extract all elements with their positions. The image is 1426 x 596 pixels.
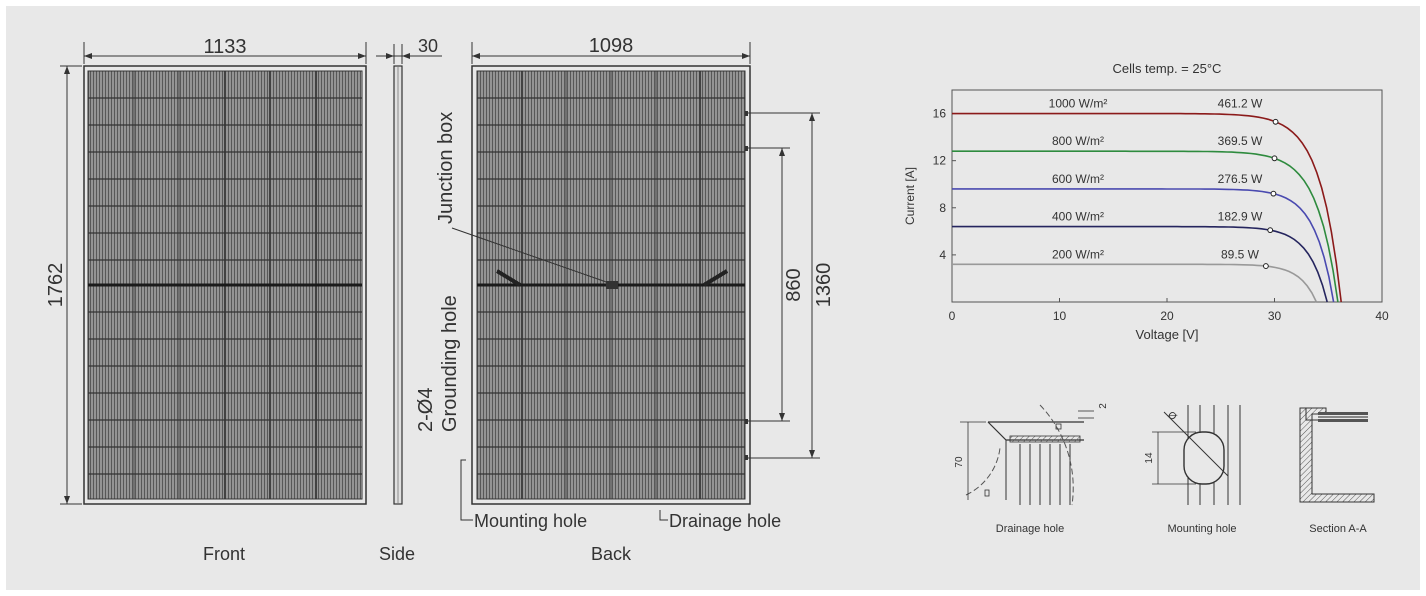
mpp-point [1270,190,1277,197]
series-line [952,112,1342,303]
mounting-slot [1183,431,1225,485]
series-line [952,263,1318,303]
y-axis-label: Current [A] [903,167,917,225]
series-power-label: 369.5 W [1218,134,1263,148]
y-tick-label: 16 [933,107,947,121]
mpp-point [1272,118,1279,125]
mounting-detail: 14 Ø Mounting hole [1144,405,1241,535]
mpp-point [1267,227,1274,234]
drainage-small-dim: 2 [1098,403,1109,409]
chart-series: 1000 W/m² 461.2 W 800 W/m² 369.5 W 600 W/m² 2… [952,97,1342,303]
series-name-label: 200 W/m² [1052,247,1104,261]
cable-right [702,269,729,287]
mounting-hole-label: Mounting hole [474,511,587,531]
drainage-height-dim: 70 [954,456,965,468]
iv-chart: Cells temp. = 25°C Current [A] Voltage [… [903,61,1389,342]
series-line [952,188,1335,303]
x-tick-label: 20 [1160,309,1174,323]
mounting-dia-dim: Ø [1165,410,1178,423]
front-view: 1133 1762 Front [45,36,367,564]
drainage-hole-label: Drainage hole [669,511,781,531]
series-name-label: 400 W/m² [1052,210,1104,224]
mounting-caption: Mounting hole [1167,523,1236,535]
front-width-dim: 1133 [203,36,246,58]
frame-section [1299,407,1375,503]
x-tick-label: 10 [1053,309,1067,323]
section-caption: Section A-A [1309,523,1367,535]
junction-leader [451,227,613,285]
series-power-label: 276.5 W [1218,172,1263,186]
x-tick-label: 40 [1375,309,1389,323]
mpp-point [1263,263,1269,269]
grounding-hole-count: 2-Ø4 [415,388,437,432]
chart-ticks: 0 10 20 30 40 4 8 12 16 [933,107,1389,323]
x-axis-label: Voltage [V] [1136,327,1199,342]
front-frame [83,65,367,505]
series-power-label: 89.5 W [1221,247,1260,261]
inner-dim: 860 [783,268,805,301]
y-tick-label: 12 [933,154,947,168]
side-view: 30 Side [376,36,442,564]
front-height-dim: 1762 [45,263,67,308]
x-tick-label: 30 [1268,309,1282,323]
series-power-label: 461.2 W [1218,97,1263,111]
mounting-height-dim: 14 [1144,452,1155,464]
series-name-label: 800 W/m² [1052,134,1104,148]
series-line [952,225,1328,303]
series-name-label: 1000 W/m² [1049,97,1108,111]
outer-dim: 1360 [813,263,835,308]
front-caption: Front [203,544,245,564]
drainage-detail: 70 2 Drainage hole [954,403,1109,535]
mounting-leader [460,459,473,521]
x-tick-label: 0 [949,309,956,323]
mpp-point [1271,155,1278,162]
chart-title: Cells temp. = 25°C [1113,61,1222,76]
grounding-hole-label: Grounding hole [439,295,461,432]
back-width-dim: 1098 [589,35,634,57]
back-view: Junction box 2-Ø4 Grounding hole 1098 86… [415,35,835,564]
junction-box [606,281,618,289]
side-thickness-dim: 30 [418,36,438,56]
y-tick-label: 4 [939,248,946,262]
y-tick-label: 8 [939,201,946,215]
series-power-label: 182.9 W [1218,210,1263,224]
section-detail: Section A-A [1299,407,1375,535]
back-caption: Back [591,544,632,564]
series-name-label: 600 W/m² [1052,172,1104,186]
drainage-caption: Drainage hole [996,523,1065,535]
drainage-leader [659,510,668,521]
back-frame [471,65,751,505]
cable-left [495,269,522,287]
side-caption: Side [379,544,415,564]
junction-box-label: Junction box [435,112,457,224]
